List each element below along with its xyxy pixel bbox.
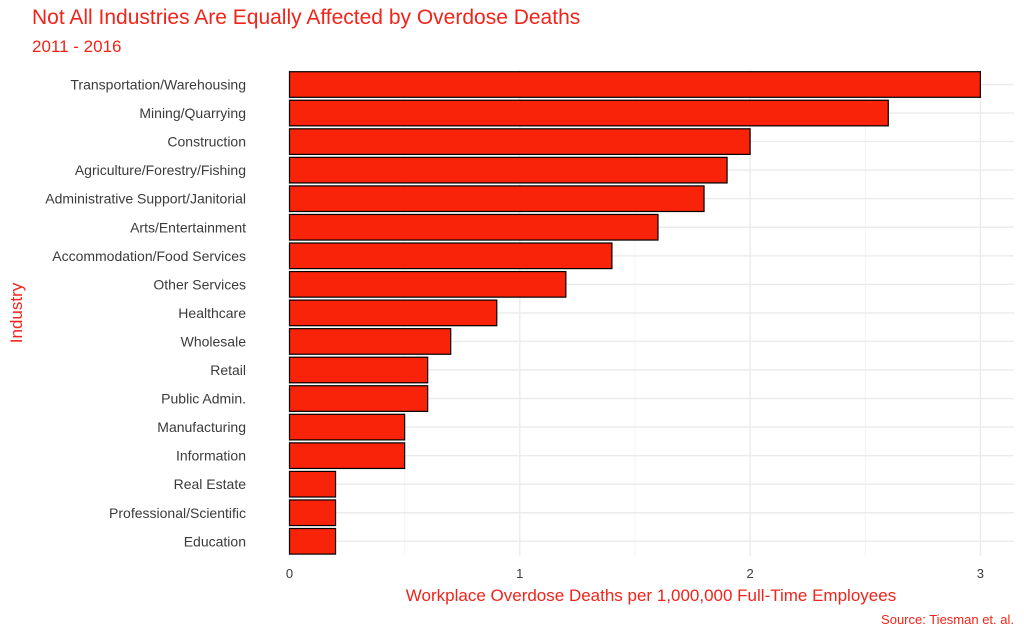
y-tick-label: Wholesale — [181, 333, 247, 349]
y-tick-label: Professional/Scientific — [109, 505, 246, 521]
bar — [288, 185, 705, 213]
bar — [288, 499, 337, 527]
y-tick-label: Accommodation/Food Services — [52, 248, 246, 264]
y-tick-label: Construction — [167, 134, 246, 150]
bar — [288, 385, 429, 412]
x-axis-ticks: 0 1 2 3 — [286, 566, 984, 581]
y-tick-label: Information — [176, 448, 246, 464]
bar — [288, 99, 889, 127]
bar — [288, 356, 429, 384]
x-tick-label: 0 — [286, 566, 293, 581]
x-tick-label: 2 — [746, 566, 753, 581]
bar — [288, 71, 982, 98]
chart-title: Not All Industries Are Equally Affected … — [32, 6, 581, 29]
y-tick-label: Agriculture/Forestry/Fishing — [75, 162, 246, 178]
x-axis-title: Workplace Overdose Deaths per 1,000,000 … — [406, 586, 896, 605]
x-tick-label: 3 — [977, 566, 984, 581]
y-axis-ticks: Transportation/Warehousing Mining/Quarryi… — [45, 77, 246, 550]
bar — [288, 527, 337, 555]
bar — [288, 128, 751, 156]
bar — [288, 413, 406, 441]
chart-caption: Source: Tiesman et. al. — [881, 612, 1014, 627]
bars — [288, 71, 982, 555]
y-axis-title: Industry — [7, 282, 26, 343]
bar — [288, 470, 337, 498]
y-tick-label: Healthcare — [178, 305, 246, 321]
y-tick-label: Education — [184, 533, 246, 549]
bar — [288, 156, 728, 184]
y-tick-label: Mining/Quarrying — [139, 105, 246, 121]
y-tick-label: Retail — [210, 362, 246, 378]
y-tick-label: Administrative Support/Janitorial — [45, 191, 246, 207]
y-tick-label: Other Services — [153, 276, 246, 292]
chart-subtitle: 2011 - 2016 — [32, 37, 122, 56]
bar — [288, 328, 452, 355]
y-tick-label: Transportation/Warehousing — [70, 77, 246, 93]
bar — [288, 442, 406, 470]
y-tick-label: Arts/Entertainment — [130, 219, 246, 235]
bar — [288, 213, 659, 241]
x-tick-label: 1 — [516, 566, 523, 581]
bar — [288, 270, 567, 298]
bar — [288, 242, 613, 270]
y-tick-label: Public Admin. — [161, 391, 246, 407]
y-tick-label: Real Estate — [174, 476, 247, 492]
bar — [288, 299, 498, 327]
y-tick-label: Manufacturing — [157, 419, 246, 435]
